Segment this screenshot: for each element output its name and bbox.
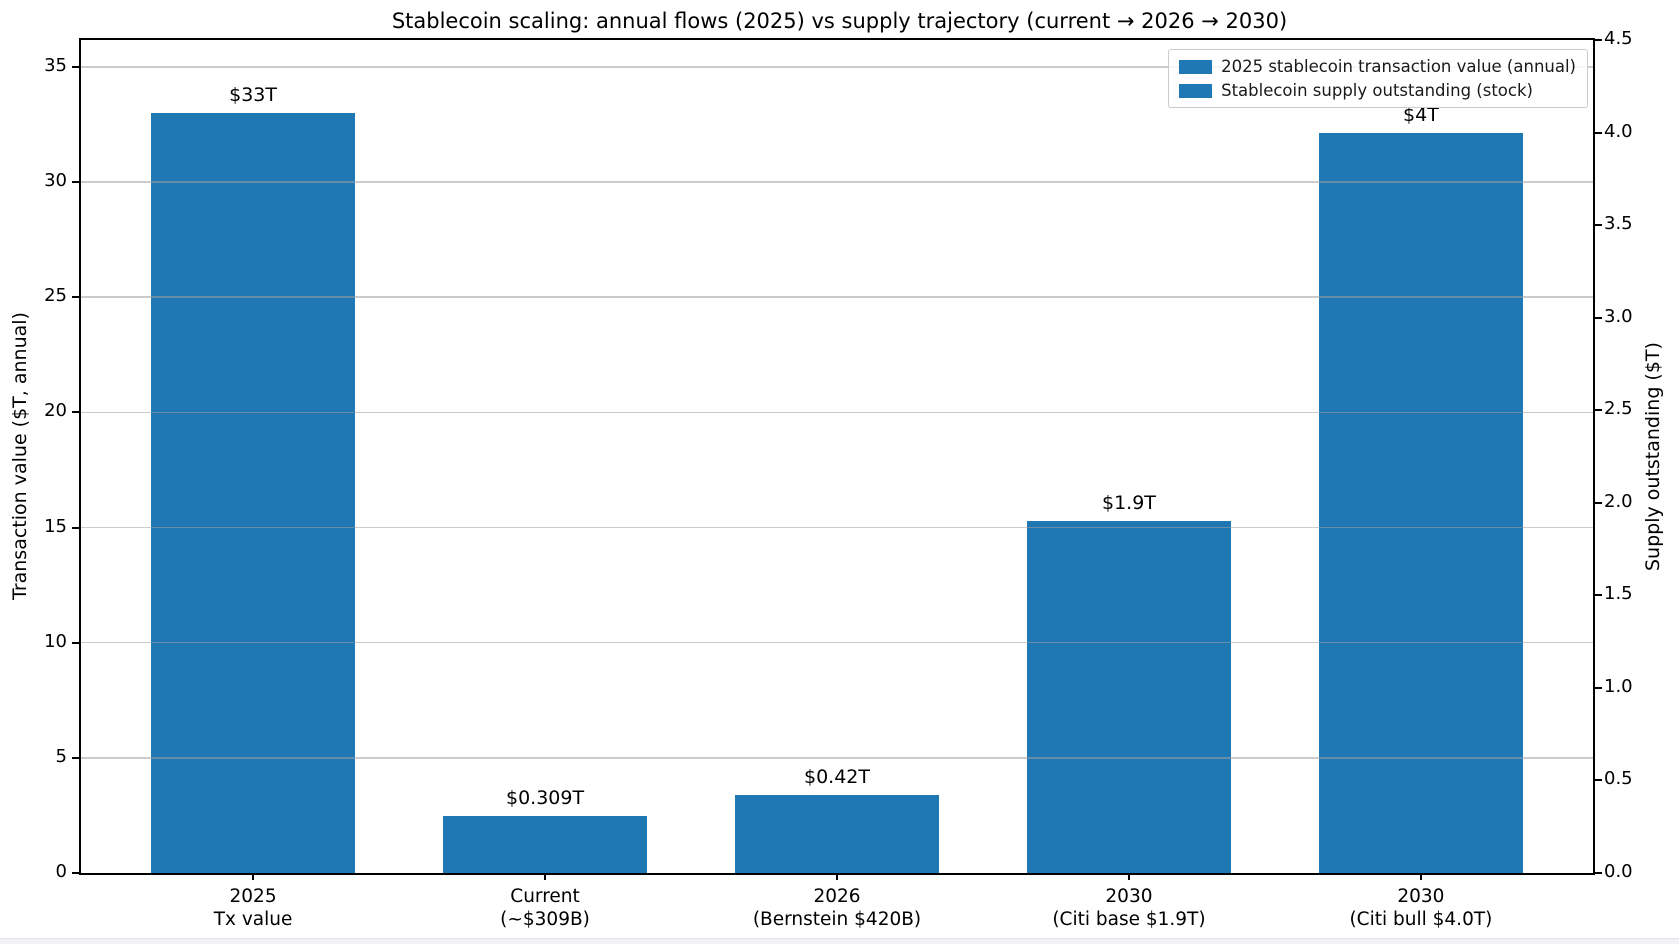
gridline	[81, 66, 1593, 68]
right-axis-tick	[1595, 409, 1602, 412]
top-spine	[79, 38, 1595, 40]
gridline	[81, 181, 1593, 183]
right-axis-tick	[1595, 316, 1602, 319]
bar-value-label: $0.42T	[804, 766, 870, 789]
x-axis-tick-label: Current (~$309B)	[500, 886, 590, 931]
window-bottom-edge	[0, 938, 1679, 944]
bar-0.309T	[443, 815, 648, 873]
x-axis-tick	[1127, 873, 1130, 880]
right-axis-tick-label: 0.5	[1604, 768, 1633, 790]
left-axis-tick-label: 35	[44, 54, 67, 76]
left-spine	[79, 38, 81, 875]
legend-swatch-icon	[1179, 59, 1213, 74]
left-axis-tick	[72, 65, 79, 68]
right-axis-tick	[1595, 872, 1602, 874]
gridline	[81, 641, 1593, 644]
right-axis-tick	[1595, 39, 1602, 41]
x-axis-tick	[836, 873, 838, 880]
left-axis-tick	[72, 411, 79, 414]
legend-item-transaction-value: 2025 stablecoin transaction value (annua…	[1179, 57, 1576, 76]
gridline	[81, 526, 1593, 529]
gridline	[81, 757, 1593, 759]
left-axis-tick	[72, 181, 79, 184]
x-axis-tick-label: 2025 Tx value	[213, 886, 293, 931]
chart-title: Stablecoin scaling: annual flows (2025) …	[391, 9, 1288, 33]
right-axis-tick	[1595, 501, 1602, 504]
bar-33T	[151, 113, 356, 873]
left-axis-tick	[72, 641, 79, 644]
legend-item-supply-outstanding: Stablecoin supply outstanding (stock)	[1179, 81, 1576, 100]
left-axis-tick-label: 10	[44, 630, 67, 652]
x-axis-tick-label: 2026 (Bernstein $420B)	[752, 886, 922, 931]
x-axis-tick	[252, 873, 255, 880]
left-axis-tick	[72, 526, 79, 529]
left-axis-tick-label: 5	[55, 745, 67, 767]
right-axis-tick-label: 4.5	[1604, 28, 1633, 49]
right-axis-tick-label: 4.0	[1604, 120, 1633, 142]
legend: 2025 stablecoin transaction value (annua…	[1168, 49, 1588, 108]
x-axis-tick	[1419, 873, 1422, 880]
bar-1.9T	[1026, 521, 1231, 873]
right-axis-title: Supply outstanding ($T)	[1642, 342, 1664, 571]
right-axis-tick-label: 1.0	[1604, 675, 1633, 697]
bar-value-label: $33T	[229, 84, 277, 106]
bar-value-label: $1.9T	[1101, 492, 1156, 515]
left-axis-tick-label: 30	[44, 170, 67, 192]
legend-swatch-icon	[1179, 83, 1213, 98]
left-axis-tick-label: 15	[44, 515, 67, 537]
bar-0.42T	[735, 795, 939, 873]
right-axis-tick-label: 0.0	[1604, 861, 1633, 882]
right-axis-tick-label: 3.0	[1604, 305, 1633, 327]
right-axis-tick	[1595, 779, 1602, 782]
right-axis-tick	[1595, 686, 1602, 689]
left-axis-tick	[72, 296, 79, 299]
x-axis-tick-label: 2030 (Citi base $1.9T)	[1052, 886, 1206, 931]
gridline	[81, 296, 1593, 298]
right-axis-tick-label: 2.5	[1604, 398, 1633, 420]
legend-label: 2025 stablecoin transaction value (annua…	[1221, 57, 1576, 76]
bar-value-label: $0.309T	[505, 786, 585, 809]
plot-area: 2025 stablecoin transaction value (annua…	[44, 28, 1633, 930]
x-axis-tick-label: 2030 (Citi bull $4.0T)	[1349, 886, 1493, 931]
gridline	[81, 411, 1593, 414]
right-axis-tick-label: 3.5	[1604, 213, 1633, 235]
x-axis-tick	[544, 873, 547, 880]
right-axis-tick	[1595, 131, 1602, 134]
right-axis-tick-label: 2.0	[1604, 490, 1633, 512]
right-axis-tick-label: 1.5	[1604, 583, 1633, 605]
right-axis-tick	[1595, 594, 1602, 597]
left-axis-tick	[72, 756, 79, 759]
left-axis-tick-label: 25	[44, 285, 67, 307]
bar-4T	[1318, 132, 1523, 873]
right-spine	[1593, 38, 1595, 875]
bar-value-label: $4T	[1403, 103, 1439, 126]
right-axis-tick	[1595, 224, 1602, 227]
left-axis-tick-label: 20	[44, 400, 67, 422]
legend-label: Stablecoin supply outstanding (stock)	[1221, 81, 1533, 100]
left-axis-tick	[72, 872, 79, 874]
left-axis-tick-label: 0	[55, 861, 67, 882]
